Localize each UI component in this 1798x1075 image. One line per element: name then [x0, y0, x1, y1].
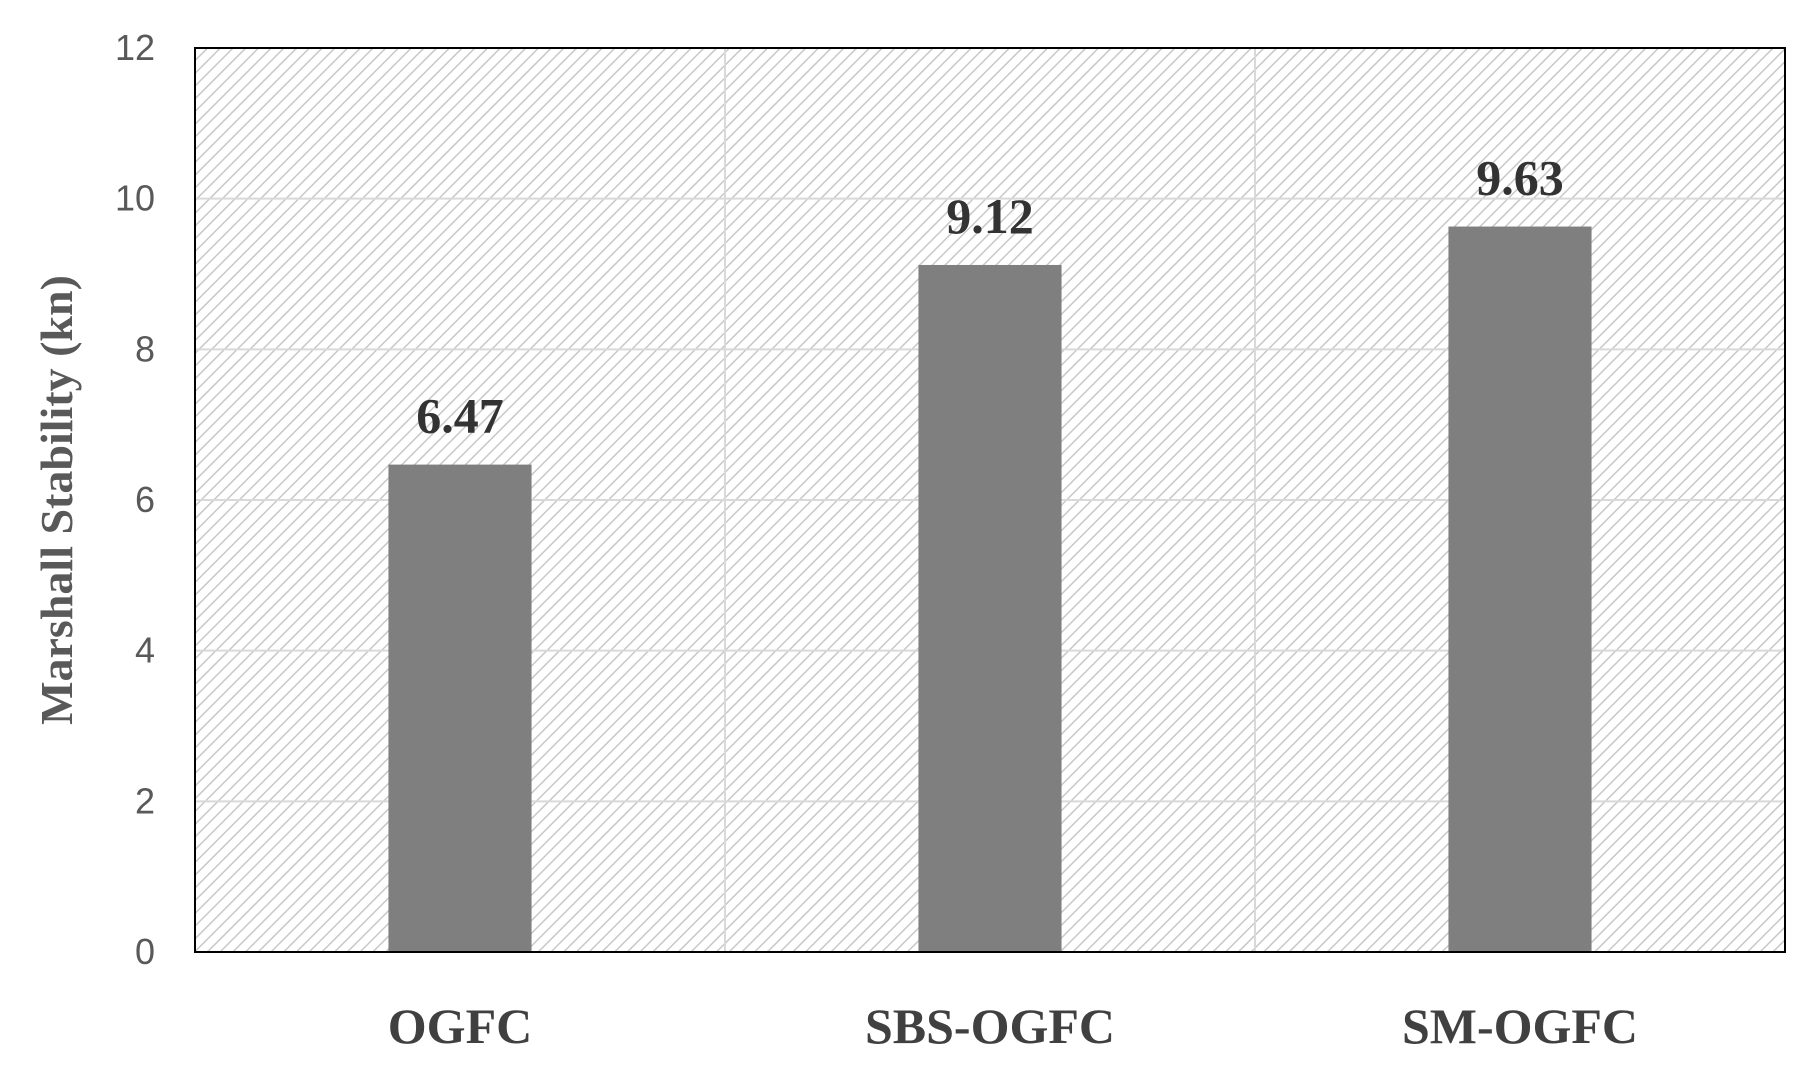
- data-label: 6.47: [416, 388, 504, 444]
- x-tick-label: SBS-OGFC: [865, 998, 1115, 1054]
- x-axis-ticks: OGFC SBS-OGFC SM-OGFC: [388, 998, 1638, 1054]
- y-tick-label: 2: [135, 780, 155, 821]
- data-label: 9.63: [1476, 150, 1564, 206]
- y-axis-title: Marshall Stability (kn): [31, 275, 82, 725]
- bar-ogfc: [388, 464, 532, 952]
- y-tick-label: 0: [135, 931, 155, 972]
- y-tick-label: 4: [135, 630, 155, 671]
- x-tick-label: SM-OGFC: [1402, 998, 1638, 1054]
- bar-sm-ogfc: [1448, 226, 1592, 953]
- y-tick-label: 8: [135, 328, 155, 369]
- y-axis-ticks: 0 2 4 6 8 10 12: [115, 27, 155, 972]
- plot-frame: [194, 47, 1786, 953]
- y-tick-label: 12: [115, 27, 155, 68]
- data-labels: 6.47 9.12 9.63: [416, 150, 1564, 444]
- data-label: 9.12: [946, 188, 1034, 244]
- bar-sbs-ogfc: [918, 264, 1062, 953]
- x-tick-label: OGFC: [388, 998, 532, 1054]
- bars: [388, 226, 1592, 953]
- y-tick-label: 10: [115, 178, 155, 219]
- y-tick-label: 6: [135, 479, 155, 520]
